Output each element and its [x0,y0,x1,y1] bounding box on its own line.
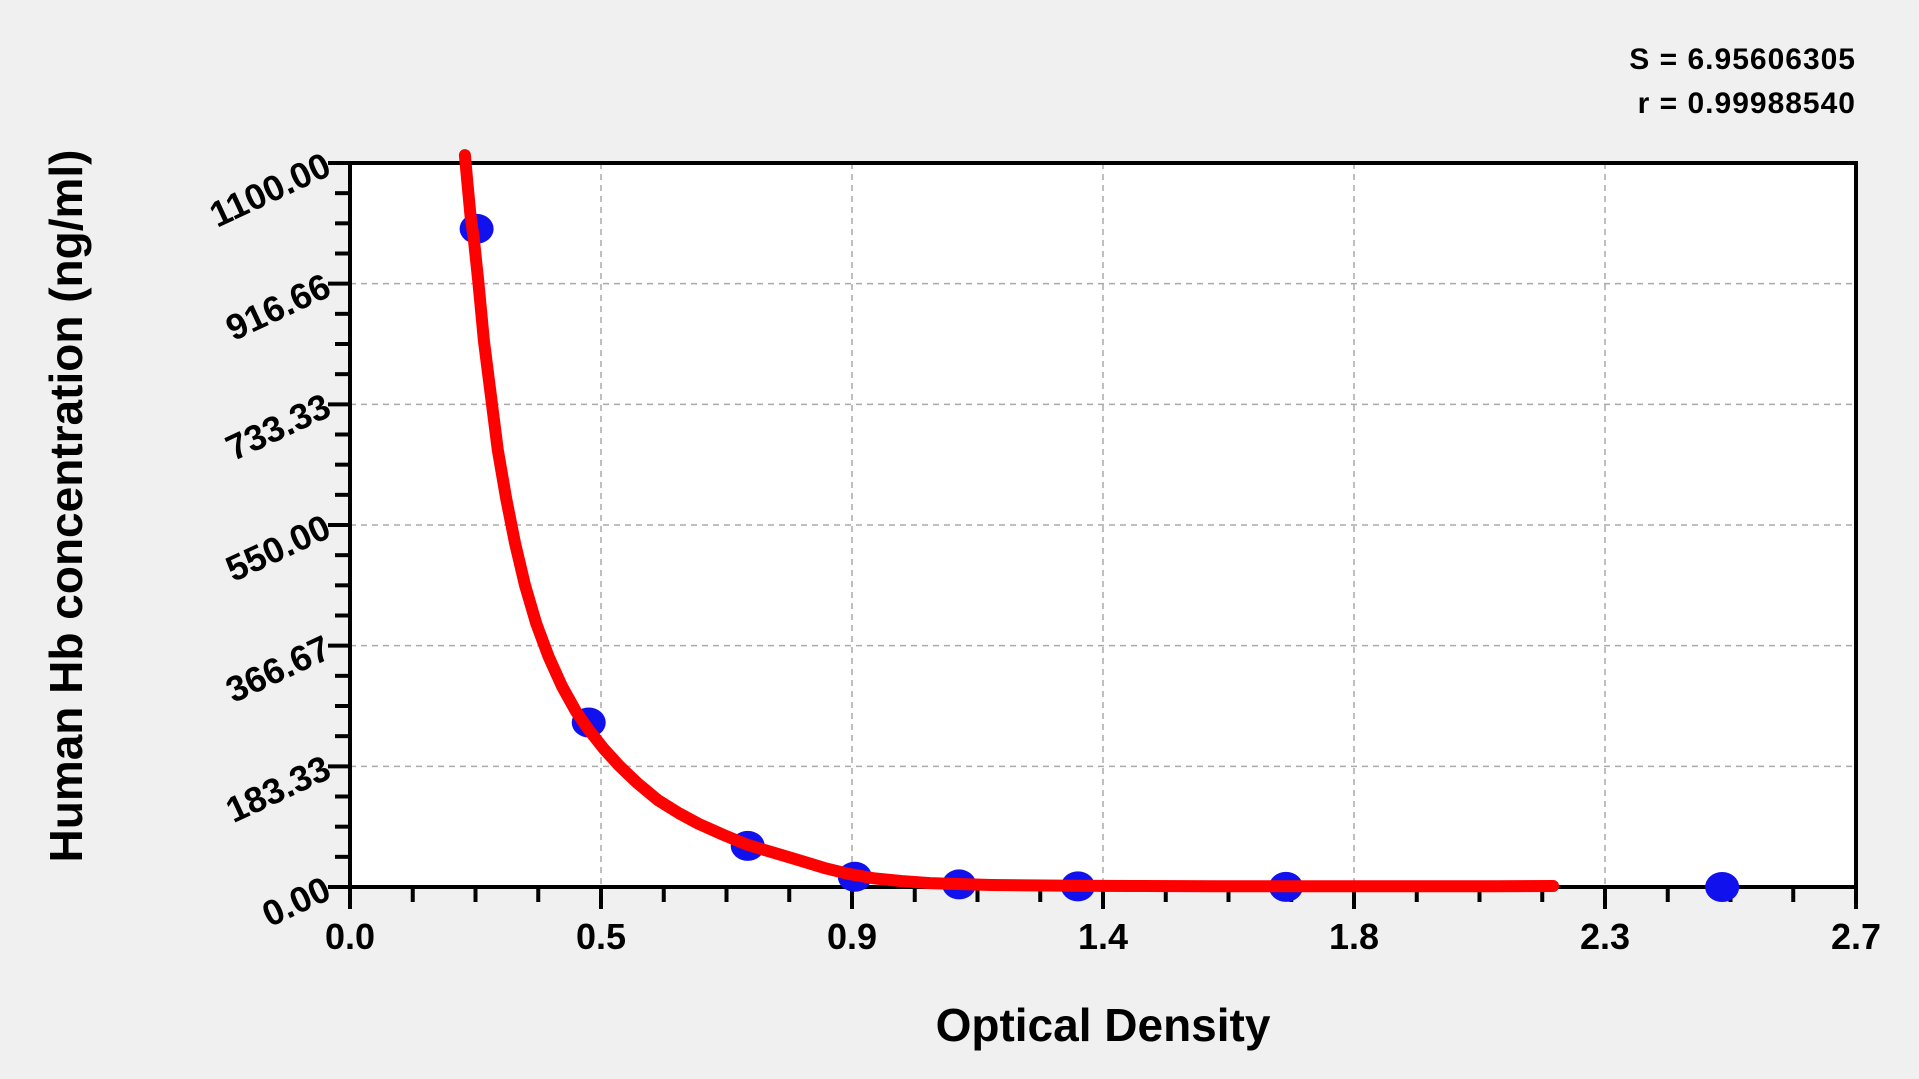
data-point [1705,872,1740,902]
x-tick-label: 0.5 [575,916,627,957]
x-tick-label: 0.0 [324,916,376,957]
x-tick-label: 2.3 [1579,916,1631,957]
x-axis-title: Optical Density [935,999,1271,1051]
x-tick-label: 1.4 [1077,916,1129,957]
x-tick-label: 1.8 [1328,916,1380,957]
x-tick-label: 0.9 [826,916,878,957]
s-value-label: S = 6.95606305 [1629,43,1856,76]
r-value-label: r = 0.99988540 [1637,87,1856,120]
fit-statistics: S = 6.95606305 r = 0.99988540 [1629,38,1856,126]
x-tick-label: 2.7 [1830,916,1882,957]
y-axis-title: Human Hb concentration (ng/ml) [40,149,92,863]
fit-curve [458,149,1560,893]
